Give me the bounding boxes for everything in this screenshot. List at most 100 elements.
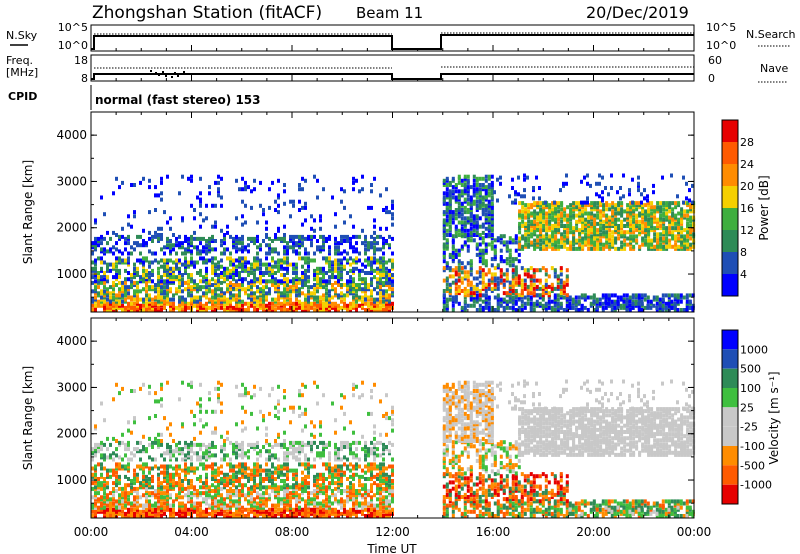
velocity-cell bbox=[346, 499, 349, 504]
power-cell bbox=[514, 248, 518, 253]
power-cell bbox=[193, 283, 196, 287]
power-cell bbox=[172, 243, 175, 248]
power-cell bbox=[442, 210, 446, 215]
power-cell bbox=[226, 275, 229, 280]
power-cell bbox=[157, 226, 160, 231]
power-cell bbox=[601, 295, 605, 300]
power-cell bbox=[256, 289, 259, 294]
velocity-cell bbox=[295, 514, 298, 518]
power-cell bbox=[514, 200, 517, 205]
power-cell bbox=[322, 266, 325, 271]
power-cell bbox=[457, 284, 461, 289]
power-cell bbox=[166, 297, 169, 302]
power-cell bbox=[94, 295, 97, 300]
power-cell bbox=[193, 262, 196, 267]
velocity-cell bbox=[382, 499, 385, 504]
power-cell bbox=[94, 218, 97, 223]
power-cell bbox=[463, 176, 467, 181]
power-cell bbox=[376, 266, 379, 271]
power-cell bbox=[121, 226, 124, 231]
power-cell bbox=[373, 287, 376, 292]
velocity-cell bbox=[295, 503, 298, 508]
power-cell bbox=[187, 293, 190, 298]
velocity-cell bbox=[157, 511, 160, 516]
power-cell bbox=[184, 297, 187, 302]
velocity-cell bbox=[148, 511, 151, 516]
power-cell bbox=[118, 256, 121, 261]
velocity-cell bbox=[238, 511, 241, 516]
velocity-cell bbox=[196, 493, 199, 498]
velocity-cell bbox=[208, 503, 211, 508]
power-cell bbox=[220, 295, 223, 300]
power-cell bbox=[677, 230, 681, 235]
power-cell bbox=[547, 274, 551, 279]
power-cell bbox=[542, 211, 546, 216]
power-cell bbox=[469, 291, 473, 296]
power-cell bbox=[349, 285, 352, 290]
velocity-cell bbox=[163, 507, 166, 512]
power-cell bbox=[629, 209, 633, 214]
power-cell bbox=[496, 280, 500, 285]
power-cell bbox=[475, 205, 479, 210]
power-cell bbox=[490, 197, 494, 202]
power-cell bbox=[641, 219, 645, 224]
power-cell bbox=[388, 285, 391, 290]
power-cell bbox=[475, 246, 479, 251]
power-cell bbox=[490, 183, 494, 187]
power-cell bbox=[469, 286, 473, 291]
power-cell bbox=[475, 252, 479, 257]
power-cell bbox=[133, 275, 136, 280]
power-cell bbox=[259, 299, 262, 304]
velocity-cell bbox=[229, 495, 232, 500]
power-cell bbox=[205, 301, 208, 306]
power-cell bbox=[265, 285, 268, 290]
power-cell bbox=[689, 224, 693, 228]
power-cell bbox=[277, 195, 280, 200]
power-cell bbox=[196, 287, 199, 292]
power-cell bbox=[292, 203, 295, 208]
power-cell bbox=[352, 176, 355, 181]
power-cell bbox=[277, 283, 280, 287]
power-cell bbox=[469, 218, 473, 223]
power-cell bbox=[346, 305, 349, 310]
power-cell bbox=[271, 305, 274, 310]
velocity-cell bbox=[304, 511, 307, 516]
power-cell bbox=[688, 188, 691, 193]
power-cell bbox=[94, 239, 97, 243]
power-cell bbox=[391, 273, 394, 277]
power-cell bbox=[319, 268, 322, 273]
power-cell bbox=[277, 193, 280, 198]
power-cell bbox=[454, 272, 458, 277]
power-cell bbox=[133, 283, 136, 287]
power-cell bbox=[364, 280, 367, 285]
power-cell bbox=[445, 222, 449, 227]
power-cell bbox=[112, 295, 115, 300]
power-cell bbox=[253, 308, 256, 312]
power-cell bbox=[646, 194, 649, 199]
power-cell bbox=[608, 234, 612, 239]
power-cell bbox=[256, 277, 259, 282]
power-cell bbox=[448, 233, 452, 237]
power-cell bbox=[154, 297, 157, 302]
power-cell bbox=[569, 209, 573, 214]
power-cell bbox=[487, 183, 491, 187]
power-cell bbox=[169, 308, 172, 312]
power-cell bbox=[238, 308, 241, 312]
power-cell bbox=[518, 236, 522, 241]
power-cell bbox=[211, 239, 214, 243]
power-cell bbox=[238, 247, 241, 252]
power-cell bbox=[593, 219, 597, 224]
velocity-cell bbox=[340, 501, 343, 506]
power-cell bbox=[607, 299, 611, 304]
power-cell bbox=[545, 246, 549, 251]
power-cell bbox=[604, 301, 608, 306]
power-cell bbox=[172, 233, 175, 237]
power-cell bbox=[505, 257, 509, 262]
velocity-cell bbox=[136, 514, 139, 518]
power-cell bbox=[352, 258, 355, 263]
velocity-cell bbox=[331, 507, 334, 512]
power-cell bbox=[593, 226, 597, 231]
power-colorbar-swatch bbox=[722, 142, 738, 164]
power-cell bbox=[542, 215, 546, 220]
